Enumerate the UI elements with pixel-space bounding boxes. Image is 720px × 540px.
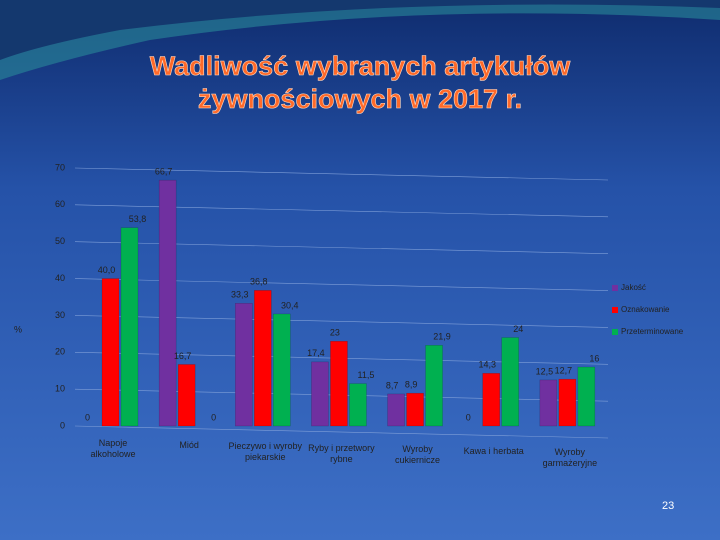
x-tick-label: Miód <box>179 439 199 450</box>
value-label: 66,7 <box>155 167 173 177</box>
x-tick-label: Ryby i przetwory rybne <box>308 442 375 464</box>
bar <box>425 345 443 427</box>
value-label: 21,9 <box>433 332 451 342</box>
y-tick-label: 10 <box>55 384 65 394</box>
bar <box>577 366 596 427</box>
value-label: 17,4 <box>307 348 325 358</box>
value-label: 8,9 <box>405 380 418 390</box>
value-label: 16 <box>589 353 599 363</box>
value-label: 30,4 <box>281 300 299 310</box>
value-label: 16,7 <box>174 351 192 361</box>
y-tick-label: 30 <box>55 310 65 320</box>
grid-line <box>74 278 609 291</box>
bar <box>177 364 196 427</box>
legend-label: Jakość <box>621 283 646 292</box>
value-label: 0 <box>211 412 216 422</box>
grid-line <box>74 315 609 328</box>
legend-swatch <box>612 285 618 291</box>
decor-wave <box>0 0 720 60</box>
bar <box>330 340 348 427</box>
value-label: 12,7 <box>555 366 573 376</box>
x-tick-label: Napoje alkoholowe <box>90 438 136 459</box>
y-tick-label: 20 <box>55 347 65 357</box>
legend-swatch <box>612 329 618 335</box>
y-axis-label: % <box>14 324 22 334</box>
value-label: 11,5 <box>357 370 374 380</box>
value-label: 40,0 <box>98 265 116 275</box>
value-label: 14,3 <box>478 360 496 370</box>
grid-line <box>74 204 609 218</box>
legend-label: Przeterminowane <box>621 327 684 336</box>
value-label: 36,8 <box>250 277 268 287</box>
bar <box>101 278 120 427</box>
value-label: 53,8 <box>129 214 147 224</box>
legend-swatch <box>612 307 618 313</box>
bar <box>558 378 577 427</box>
value-label: 24 <box>513 324 523 334</box>
bar <box>311 361 329 427</box>
y-tick-label: 40 <box>55 273 65 283</box>
y-tick-label: 70 <box>55 162 65 172</box>
bar <box>273 313 291 427</box>
value-label: 8,7 <box>386 380 399 390</box>
y-tick-label: 0 <box>60 420 65 430</box>
x-tick-label: Kawa i herbata <box>463 445 524 456</box>
bar <box>501 337 519 427</box>
page-number: 23 <box>662 500 675 512</box>
bar <box>158 179 177 427</box>
legend-label: Oznakowanie <box>621 305 670 314</box>
bar <box>482 373 500 427</box>
bar <box>539 379 558 427</box>
value-label: 33,3 <box>231 290 249 300</box>
value-label: 12,5 <box>536 366 554 376</box>
value-label: 0 <box>466 412 471 422</box>
grid-line <box>74 241 609 255</box>
y-tick-label: 60 <box>55 199 65 209</box>
x-tick-label: Pieczywo i wyroby piekarskie <box>228 441 303 462</box>
grid-line <box>74 425 609 439</box>
y-tick-label: 50 <box>55 236 65 246</box>
bar <box>120 227 139 427</box>
grid-line <box>74 167 609 181</box>
bar <box>406 392 424 427</box>
bar <box>235 303 253 427</box>
bar <box>387 393 405 427</box>
value-label: 23 <box>330 328 340 338</box>
bar <box>349 383 367 427</box>
chart-title: Wadliwość wybranych artykułów żywnościow… <box>149 51 571 115</box>
value-label: 0 <box>85 412 90 422</box>
x-tick-label: Wyroby cukiernicze <box>395 444 441 465</box>
bar <box>254 290 272 427</box>
x-tick-label: Wyroby garmażeryjne <box>542 447 598 468</box>
